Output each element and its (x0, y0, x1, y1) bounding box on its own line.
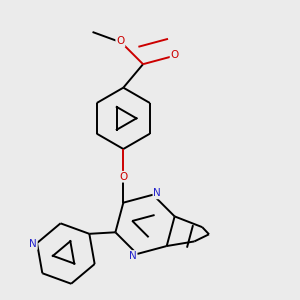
Text: O: O (116, 37, 124, 46)
Text: N: N (153, 188, 161, 198)
Text: N: N (29, 239, 37, 249)
Text: O: O (170, 50, 179, 60)
Text: N: N (129, 251, 136, 261)
Text: O: O (119, 172, 128, 182)
